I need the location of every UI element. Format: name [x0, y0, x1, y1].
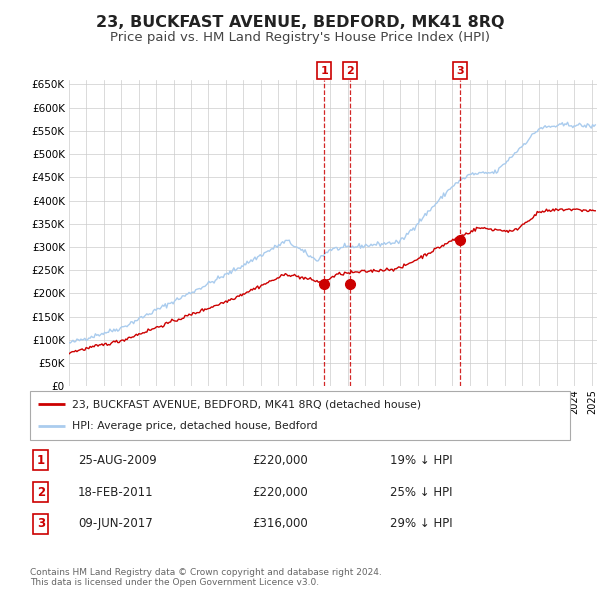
Text: Price paid vs. HM Land Registry's House Price Index (HPI): Price paid vs. HM Land Registry's House … — [110, 31, 490, 44]
Text: 09-JUN-2017: 09-JUN-2017 — [78, 517, 153, 530]
Text: 1: 1 — [37, 454, 45, 467]
Text: 29% ↓ HPI: 29% ↓ HPI — [390, 517, 452, 530]
Text: Contains HM Land Registry data © Crown copyright and database right 2024.
This d: Contains HM Land Registry data © Crown c… — [30, 568, 382, 587]
Text: 2: 2 — [346, 65, 354, 76]
Text: £220,000: £220,000 — [252, 486, 308, 499]
Text: 2: 2 — [37, 486, 45, 499]
Text: 3: 3 — [456, 65, 464, 76]
Text: 19% ↓ HPI: 19% ↓ HPI — [390, 454, 452, 467]
Text: 18-FEB-2011: 18-FEB-2011 — [78, 486, 154, 499]
Text: 1: 1 — [320, 65, 328, 76]
Text: 23, BUCKFAST AVENUE, BEDFORD, MK41 8RQ: 23, BUCKFAST AVENUE, BEDFORD, MK41 8RQ — [96, 15, 504, 30]
Text: 3: 3 — [37, 517, 45, 530]
Text: 23, BUCKFAST AVENUE, BEDFORD, MK41 8RQ (detached house): 23, BUCKFAST AVENUE, BEDFORD, MK41 8RQ (… — [72, 399, 421, 409]
Text: £220,000: £220,000 — [252, 454, 308, 467]
Text: £316,000: £316,000 — [252, 517, 308, 530]
Text: 25-AUG-2009: 25-AUG-2009 — [78, 454, 157, 467]
Text: 25% ↓ HPI: 25% ↓ HPI — [390, 486, 452, 499]
Text: HPI: Average price, detached house, Bedford: HPI: Average price, detached house, Bedf… — [72, 421, 318, 431]
